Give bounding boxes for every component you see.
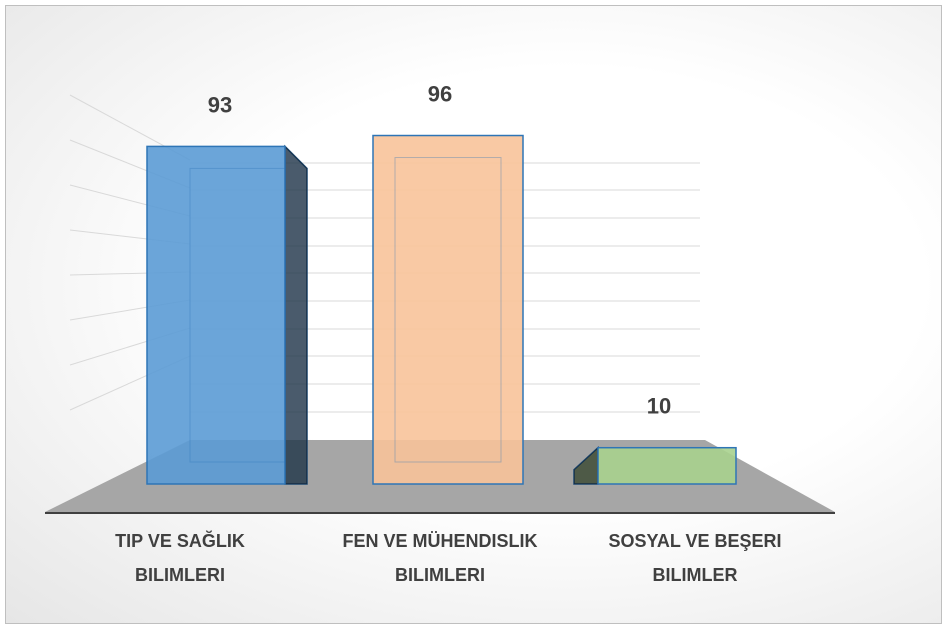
bar	[146, 145, 286, 485]
bar-side-shade	[285, 146, 307, 484]
value-label: 96	[428, 82, 452, 107]
value-label: 93	[208, 92, 232, 117]
value-label: 10	[647, 394, 671, 419]
category-label: SOSYAL VE BEŞERI BILIMLER	[608, 531, 782, 585]
category-label: FEN VE MÜHENDISLIK BILIMLERI	[342, 531, 538, 585]
bar-back	[394, 157, 502, 463]
bar-side-shade	[574, 447, 598, 484]
bar	[597, 446, 737, 485]
category-label: TIP VE SAĞLIK BILIMLERI	[115, 531, 245, 585]
bar-back	[189, 167, 286, 463]
bar	[372, 134, 524, 485]
